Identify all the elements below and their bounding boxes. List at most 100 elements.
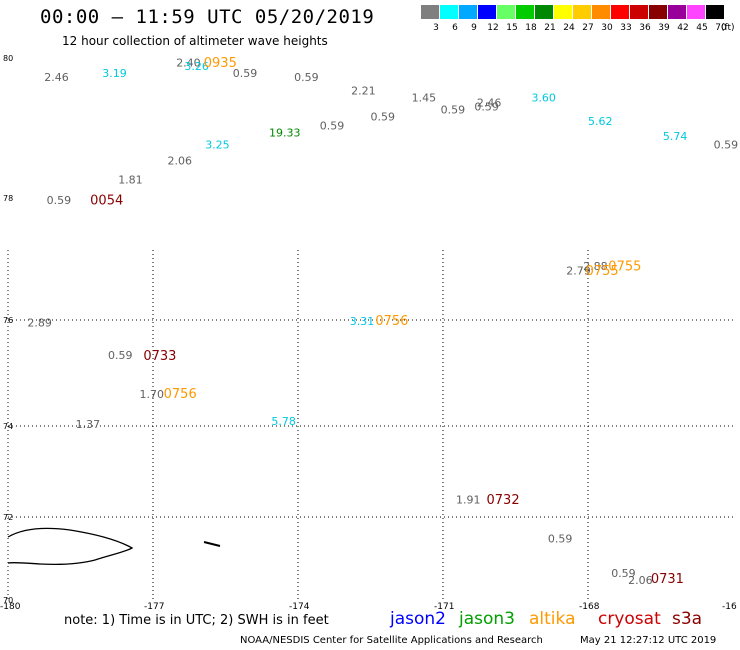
legend-swatch <box>611 5 629 19</box>
satellite-s3a: s3a <box>672 609 703 629</box>
longitude-label: -16 <box>722 602 737 612</box>
wave-height-value: 2.88 <box>583 260 608 273</box>
wave-height-value: 1.70 <box>139 388 164 401</box>
legend-swatch <box>459 5 477 19</box>
wave-height-value: 0.59 <box>474 101 499 114</box>
wave-height-value: 3.19 <box>102 67 127 80</box>
wave-height-value: 5.78 <box>271 415 296 428</box>
legend-label: 15 <box>506 23 518 33</box>
wave-height-value: 3.25 <box>205 138 230 151</box>
satellite-cryosat: cryosat <box>598 609 661 629</box>
wave-height-value: 1.37 <box>76 418 101 431</box>
legend-label: 33 <box>620 23 632 33</box>
footer-timestamp: May 21 12:27:12 UTC 2019 <box>580 635 717 646</box>
longitude-labels: -180 -177 -174 -171 -168 -16 <box>0 602 737 612</box>
wave-height-value: 2.21 <box>351 84 376 97</box>
latitude-label: 74 <box>3 422 13 431</box>
longitude-label: -174 <box>289 602 310 612</box>
pass-time: 0755 <box>586 264 619 279</box>
legend-swatch <box>573 5 591 19</box>
coastline-islet <box>203 541 221 547</box>
latitude-labels: 80 78 76 74 72 70 <box>3 54 13 605</box>
wave-height-observations: 2.46 3.19 2.403.26 0.59 0.59 2.21 1.45 3.60 2.46… <box>27 56 738 587</box>
satellite-jason3: jason3 <box>459 609 515 629</box>
wave-height-value: 2.06 <box>628 574 653 587</box>
latitude-label: 70 <box>3 596 13 605</box>
legend-label: 42 <box>677 23 689 33</box>
wave-height-value: 0.59 <box>611 567 636 580</box>
legend-label: 30 <box>601 23 613 33</box>
satellite-jason2: jason2 <box>390 609 446 629</box>
legend-label: 24 <box>563 23 575 33</box>
wave-height-value: 0.59 <box>714 138 739 151</box>
legend-label: 6 <box>452 23 458 33</box>
wave-height-value: 1.45 <box>412 91 437 104</box>
longitude-label: -180 <box>0 602 21 612</box>
legend-swatch <box>497 5 515 19</box>
legend-label: 3 <box>433 23 439 33</box>
legend-label: 21 <box>544 23 556 33</box>
wave-height-value: 0.59 <box>548 532 573 545</box>
legend-label: 9 <box>471 23 477 33</box>
pass-time: 0731 <box>651 572 684 587</box>
latitude-label: 78 <box>3 194 13 203</box>
pass-time: 0756 <box>375 314 408 329</box>
legend-label: 45 <box>696 23 708 33</box>
wave-height-value: 3.60 <box>531 91 556 104</box>
wave-height-value: 5.74 <box>663 130 688 143</box>
legend-swatch <box>554 5 572 19</box>
wave-height-value: 3.26 <box>184 60 209 73</box>
wave-height-value: 0.59 <box>320 119 345 132</box>
longitude-label: -168 <box>579 602 600 612</box>
wave-height-value: 0.59 <box>233 67 258 80</box>
pass-time: 0755 <box>608 260 641 275</box>
wave-height-value: 0.59 <box>108 349 133 362</box>
longitude-label: -171 <box>434 602 454 612</box>
wave-height-value: 5.62 <box>588 115 613 128</box>
legend-swatch <box>706 5 724 19</box>
wave-height-value: 0.59 <box>441 103 466 116</box>
legend-label: 12 <box>487 23 499 33</box>
wave-height-value: 2.46 <box>477 96 502 109</box>
latitude-label: 80 <box>3 54 13 63</box>
legend-swatch <box>630 5 648 19</box>
map-subtitle: 12 hour collection of altimeter wave hei… <box>62 34 328 48</box>
pass-time: 0935 <box>204 56 237 71</box>
wave-height-value: 0.59 <box>294 71 319 84</box>
footer-credit: NOAA/NESDIS Center for Satellite Applica… <box>240 635 543 646</box>
legend-swatch <box>440 5 458 19</box>
longitude-label: -177 <box>144 602 164 612</box>
legend-label: 27 <box>582 23 594 33</box>
wave-height-value: 19.33 <box>269 126 301 139</box>
wave-height-value: 2.06 <box>168 154 193 167</box>
legend-swatch <box>421 5 439 19</box>
legend-swatch <box>592 5 610 19</box>
legend-label: 36 <box>639 23 651 33</box>
legend-label: 70 <box>715 23 727 33</box>
map-title: 00:00 – 11:59 UTC 05/20/2019 <box>40 6 375 28</box>
legend-swatch <box>478 5 496 19</box>
pass-time: 0054 <box>90 194 123 209</box>
wave-height-value: 0.59 <box>47 194 72 207</box>
latitude-label: 72 <box>3 513 13 522</box>
legend-label: 39 <box>658 23 670 33</box>
legend-swatch <box>687 5 705 19</box>
wave-height-value: 1.91 <box>456 493 481 506</box>
pass-time: 0732 <box>487 493 520 508</box>
wave-height-value: 2.40 <box>176 56 201 69</box>
legend-swatch <box>668 5 686 19</box>
coastline <box>7 527 221 566</box>
satellite-altika: altika <box>529 609 576 629</box>
legend-swatch <box>516 5 534 19</box>
latitude-label: 76 <box>3 316 13 325</box>
wave-height-value: 2.46 <box>44 71 69 84</box>
coastline-island <box>7 527 134 566</box>
pass-time: 0756 <box>164 387 197 402</box>
wave-height-value: 2.79 <box>566 264 591 277</box>
legend-label: 18 <box>525 23 537 33</box>
footer-note: note: 1) Time is in UTC; 2) SWH is in fe… <box>64 613 329 628</box>
wave-height-value: 1.81 <box>118 173 143 186</box>
wave-height-value: 2.89 <box>27 316 52 329</box>
